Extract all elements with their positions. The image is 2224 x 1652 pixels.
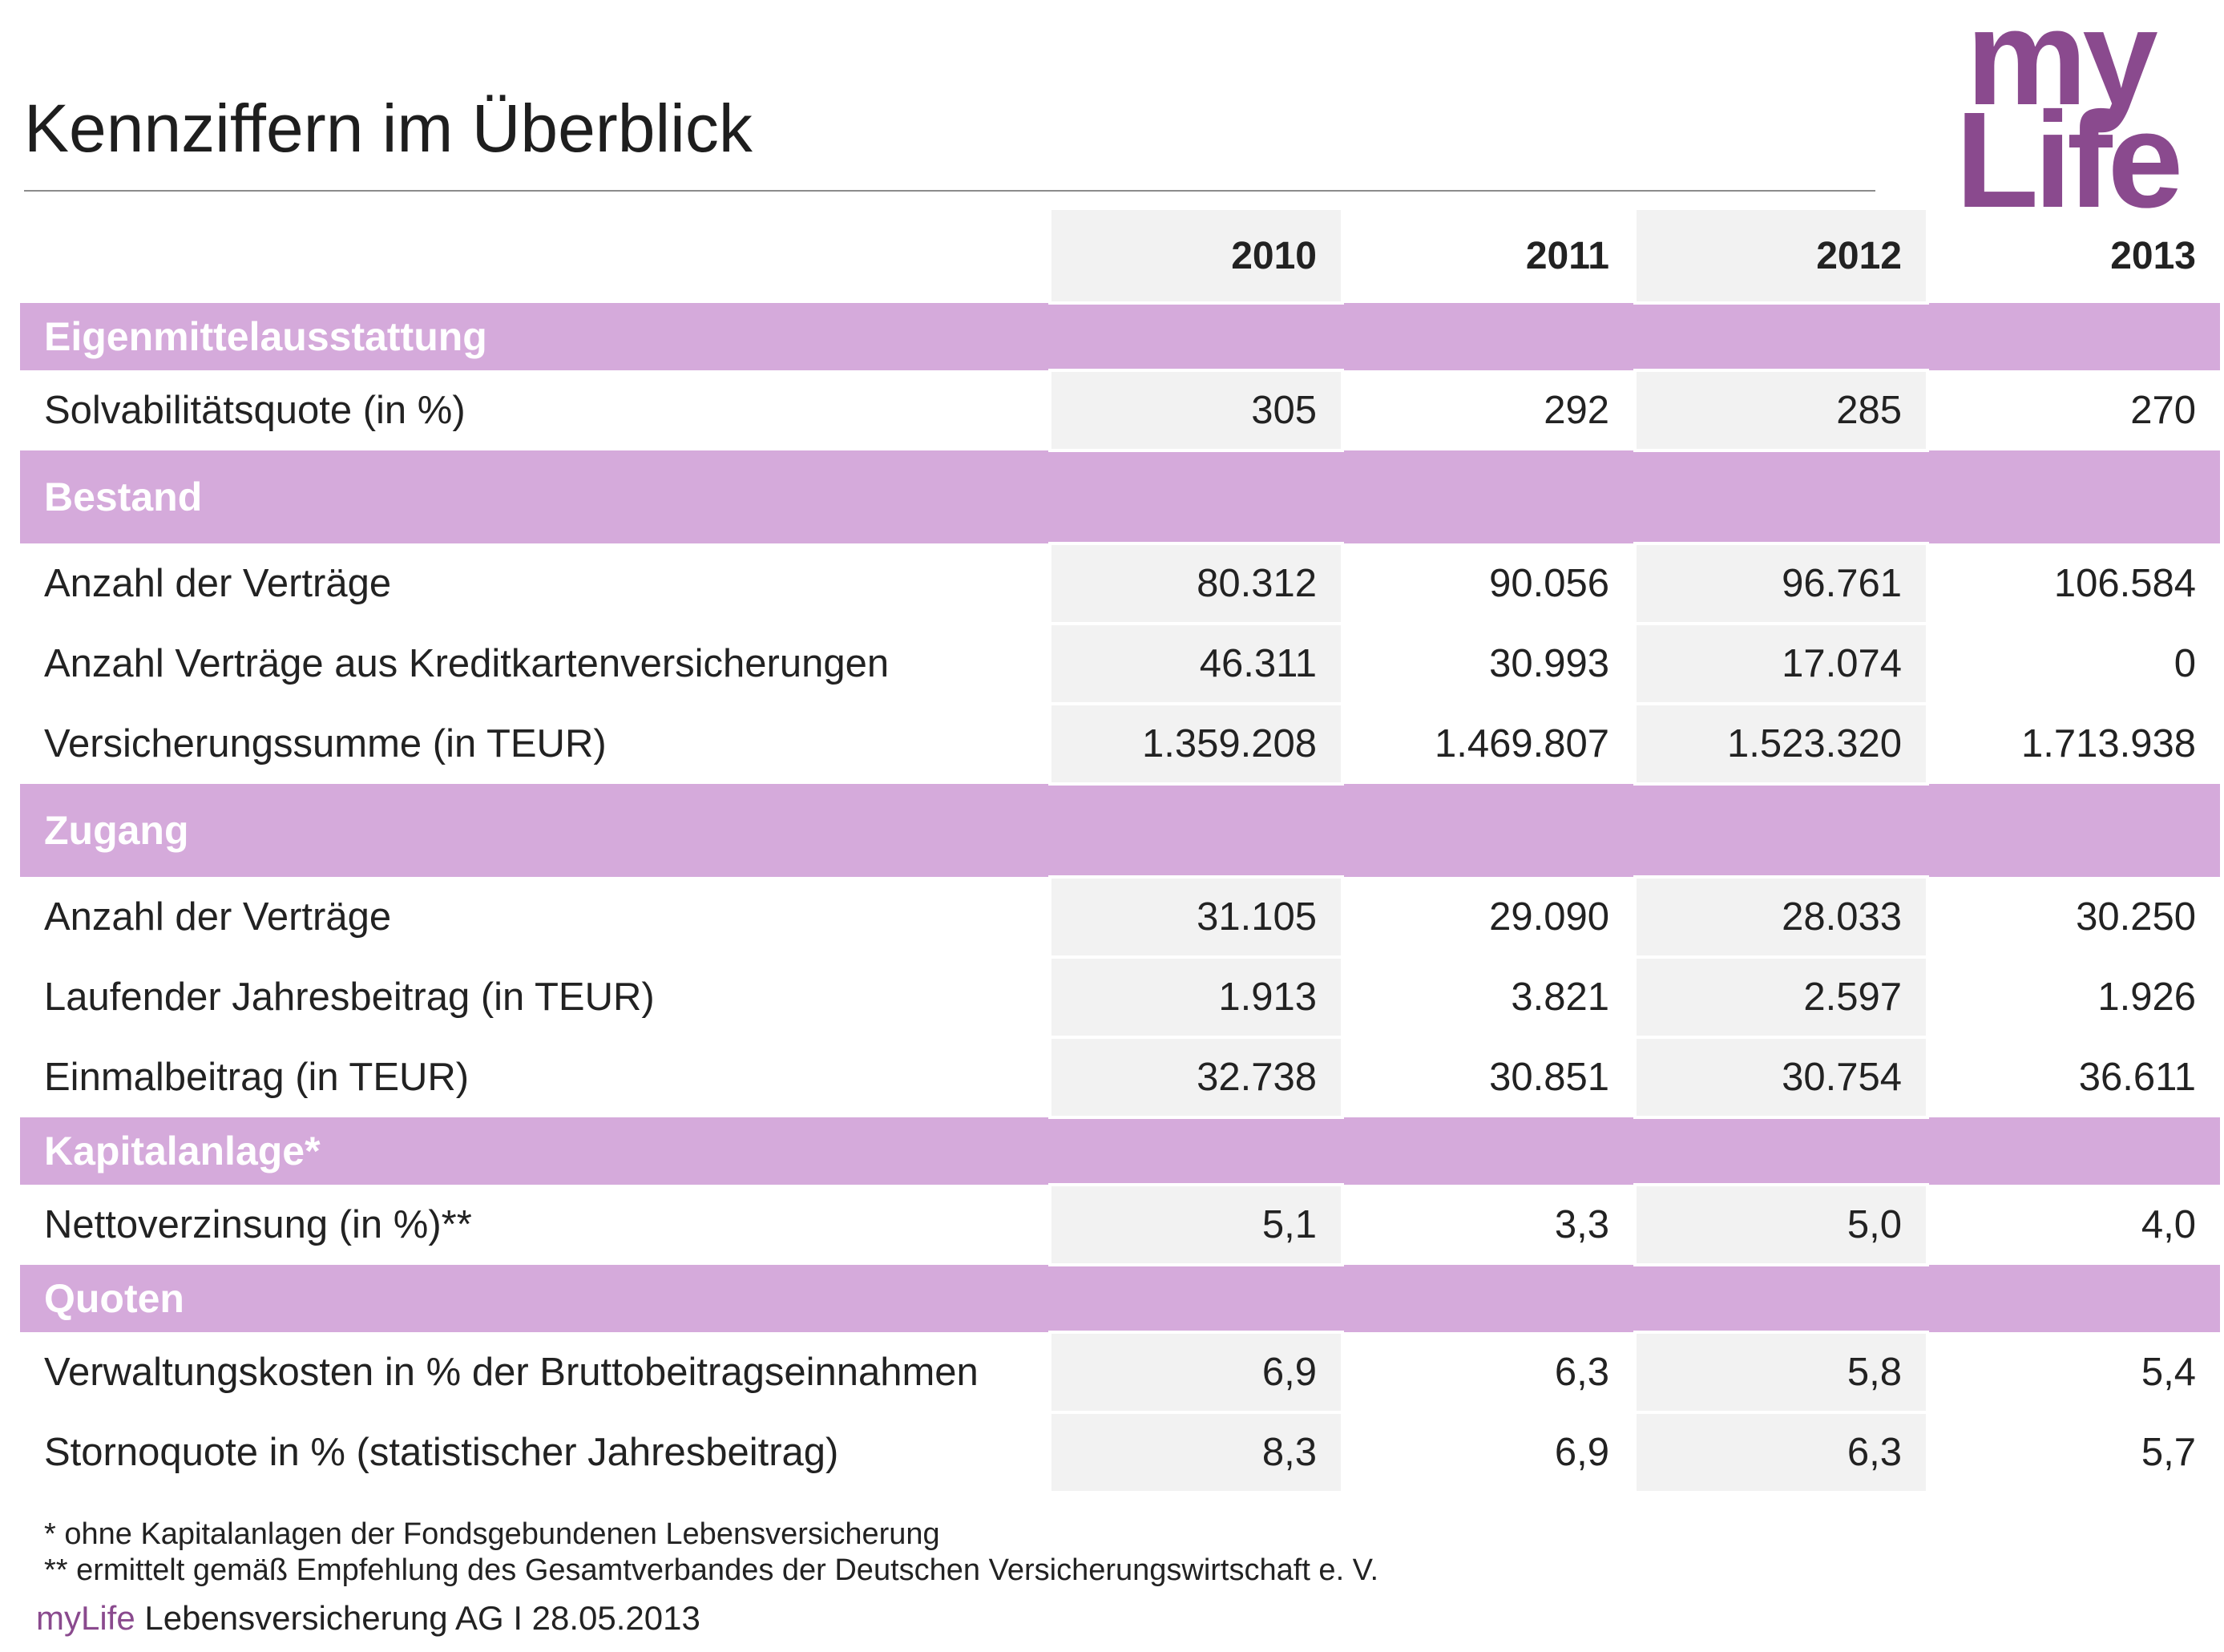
value-2011: 3.821 [1511,975,1609,1019]
row-label: Laufender Jahresbeitrag (in TEUR) [44,975,655,1019]
table-row: Verwaltungskosten in % der Bruttobeitrag… [20,1331,2220,1414]
page-title: Kennziffern im Überblick [24,91,753,166]
title-divider [24,190,1875,192]
row-label: Anzahl der Verträge [44,562,392,605]
value-2010: 5,1 [1048,1183,1344,1266]
value-2012: 17.074 [1633,622,1929,705]
value-2013: 36.611 [2078,1056,2196,1099]
logo-line-life: Life [1956,84,2183,236]
row-label: Verwaltungskosten in % der Bruttobeitrag… [44,1351,979,1394]
section-eigenmittelausstattung: Eigenmittelausstattung [20,303,2220,370]
row-label: Versicherungssumme (in TEUR) [44,722,607,765]
section-label: Eigenmittelausstattung [20,303,2220,370]
section-label: Quoten [20,1265,2220,1332]
footnote-1: * ohne Kapitalanlagen der Fondsgebundene… [44,1517,940,1551]
value-2013: 1.713.938 [2021,722,2196,765]
section-bestand: Bestand [20,450,2220,543]
year-header-2011: 2011 [1525,234,1609,277]
value-2010: 305 [1048,369,1344,452]
value-2013: 4,0 [2141,1203,2196,1246]
value-2012: 1.523.320 [1633,702,1929,786]
value-2010: 32.738 [1048,1036,1344,1119]
key-figures-table: 2010 2011 2012 2013 Eigenmittelausstattu… [20,207,2220,1494]
table-row: Anzahl der Verträge 80.312 90.056 96.761… [20,542,2220,625]
value-2013: 106.584 [2053,562,2196,605]
value-2012: 5,0 [1633,1183,1929,1266]
value-2010: 1.913 [1048,955,1344,1039]
value-2012: 6,3 [1633,1411,1929,1494]
value-2010: 6,9 [1048,1331,1344,1414]
value-2010: 46.311 [1048,622,1344,705]
value-2011: 30.993 [1489,642,1609,685]
value-2013: 1.926 [2097,975,2196,1019]
value-2011: 90.056 [1489,562,1609,605]
row-label: Nettoverzinsung (in %)** [44,1203,472,1246]
section-label: Zugang [20,784,2220,877]
value-2010: 8,3 [1048,1411,1344,1494]
value-2011: 6,9 [1554,1431,1609,1474]
value-2011: 29.090 [1489,895,1609,939]
row-label: Einmalbeitrag (in TEUR) [44,1056,470,1099]
value-2011: 292 [1544,389,1609,432]
row-label: Solvabilitätsquote (in %) [44,389,466,432]
value-2010: 1.359.208 [1048,702,1344,786]
value-2012: 96.761 [1633,542,1929,625]
row-label: Anzahl der Verträge [44,895,392,939]
section-label: Bestand [20,450,2220,543]
section-quoten: Quoten [20,1265,2220,1332]
value-2013: 30.250 [2076,895,2196,939]
value-2011: 1.469.807 [1435,722,1609,765]
footer-brand: myLife [36,1599,135,1637]
table-row: Solvabilitätsquote (in %) 305 292 285 27… [20,369,2220,452]
table-row: Stornoquote in % (statistischer Jahresbe… [20,1411,2220,1494]
row-label: Stornoquote in % (statistischer Jahresbe… [44,1431,839,1474]
value-2012: 2.597 [1633,955,1929,1039]
table-row: Anzahl der Verträge 31.105 29.090 28.033… [20,875,2220,959]
table-row: Versicherungssumme (in TEUR) 1.359.208 1… [20,702,2220,786]
year-header-row: 2010 2011 2012 2013 [20,207,2220,305]
value-2012: 5,8 [1633,1331,1929,1414]
table-row: Laufender Jahresbeitrag (in TEUR) 1.913 … [20,955,2220,1039]
year-header-2012: 2012 [1633,207,1929,305]
table-row: Einmalbeitrag (in TEUR) 32.738 30.851 30… [20,1036,2220,1119]
value-2011: 30.851 [1489,1056,1609,1099]
footer-text: Lebensversicherung AG I 28.05.2013 [135,1599,700,1637]
row-label: Anzahl Verträge aus Kreditkartenversiche… [44,642,890,685]
section-label: Kapitalanlage* [20,1117,2220,1185]
section-kapitalanlage: Kapitalanlage* [20,1117,2220,1185]
table-row: Nettoverzinsung (in %)** 5,1 3,3 5,0 4,0 [20,1183,2220,1266]
value-2011: 3,3 [1554,1203,1609,1246]
value-2012: 28.033 [1633,875,1929,959]
value-2010: 80.312 [1048,542,1344,625]
logo-line-my: my [1966,0,2158,134]
footnote-2: ** ermittelt gemäß Empfehlung des Gesamt… [44,1553,1379,1587]
value-2010: 31.105 [1048,875,1344,959]
value-2013: 5,4 [2141,1351,2196,1394]
year-header-2010: 2010 [1048,207,1344,305]
value-2013: 5,7 [2141,1431,2196,1474]
value-2011: 6,3 [1554,1351,1609,1394]
value-2012: 285 [1633,369,1929,452]
header-empty-cell [20,208,1050,303]
value-2013: 0 [2174,642,2196,685]
table-row: Anzahl Verträge aus Kreditkartenversiche… [20,622,2220,705]
year-header-2013: 2013 [2110,234,2196,277]
value-2012: 30.754 [1633,1036,1929,1119]
section-zugang: Zugang [20,784,2220,877]
mylife-logo: my Life [1956,0,2183,236]
value-2013: 270 [2130,389,2196,432]
page-footer: myLife Lebensversicherung AG I 28.05.201… [36,1599,700,1638]
